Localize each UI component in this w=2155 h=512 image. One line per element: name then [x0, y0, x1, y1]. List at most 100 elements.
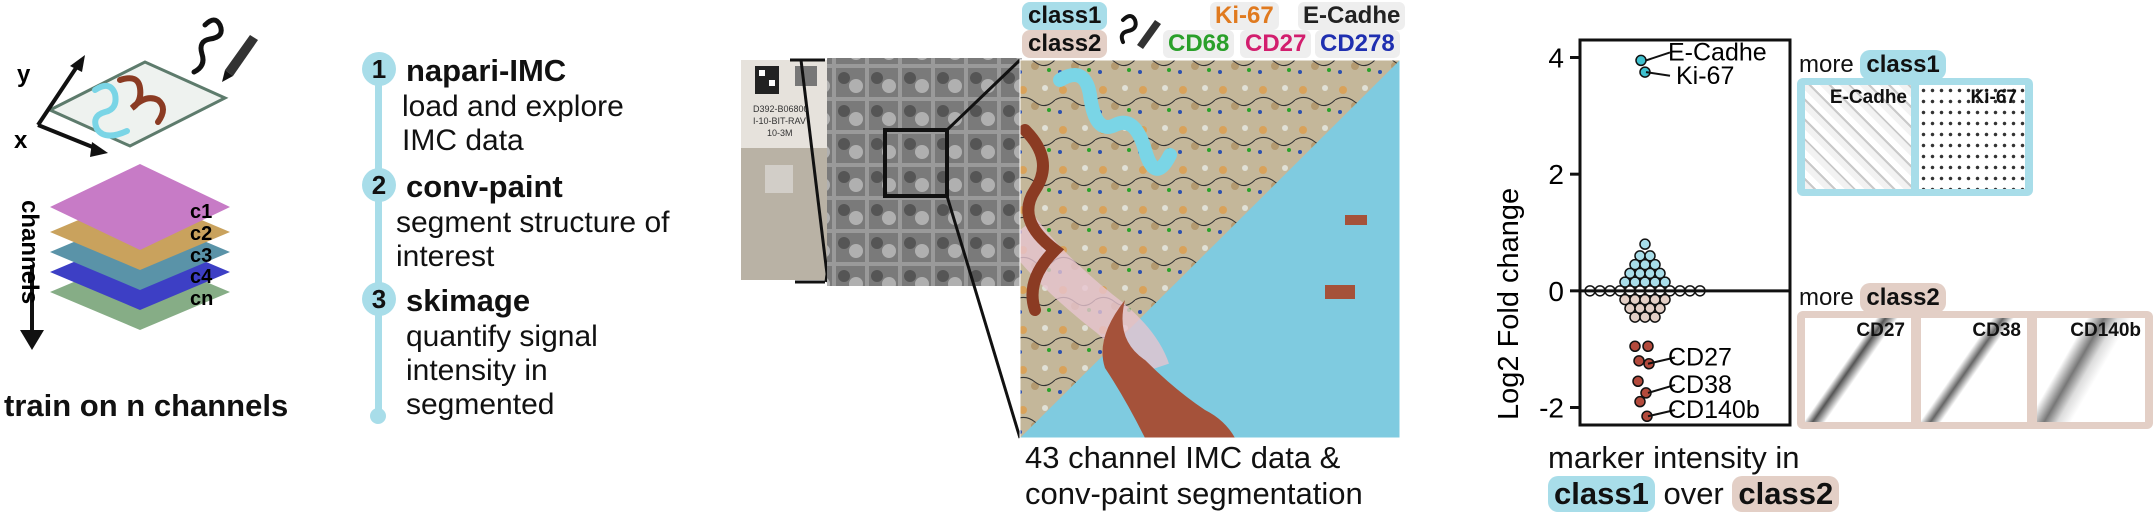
paintbrush-icon-small — [1119, 14, 1161, 49]
annotation-leader — [1647, 356, 1676, 365]
data-point — [1659, 276, 1671, 288]
chart-caption-line2: class1 over class2 — [1548, 476, 1840, 512]
thumb-ecadhe-label: E-Cadhe — [1829, 87, 1907, 108]
class1-header-chip: class1 — [1860, 50, 1946, 80]
data-point — [1639, 276, 1651, 288]
class2-more: more — [1799, 284, 1854, 311]
annotation-leader — [1647, 409, 1676, 418]
y-ticks: 4 2 0 -2 — [1539, 43, 1580, 424]
channel-name-c4: c4 — [190, 266, 213, 288]
marker-ki67: Ki-67 — [1210, 2, 1279, 30]
class1-thumbs-header: more class1 — [1799, 50, 1946, 80]
class1-more: more — [1799, 51, 1854, 78]
channel-name-c2: c2 — [190, 223, 212, 245]
axis-frame — [1578, 38, 1792, 427]
pipeline: 1 napari-IMC load and explore IMC data 2… — [360, 50, 690, 430]
imc-figure: D392-B06800 I-10-BIT-RAV 10-3M — [741, 14, 1401, 439]
thumb-cd38-label: CD38 — [1972, 320, 2021, 341]
marker-cd278: CD278 — [1315, 30, 1400, 58]
annotation-label: CD27 — [1668, 344, 1732, 372]
legend-class2: class2 — [1022, 30, 1108, 58]
slide-image: D392-B06800 I-10-BIT-RAV 10-3M — [741, 60, 841, 280]
paintbrush-icon — [191, 17, 258, 82]
data-points — [1584, 54, 1706, 422]
data-point — [1639, 311, 1651, 323]
data-point-up — [1635, 54, 1647, 67]
marker-ecadhe: E-Cadhe — [1298, 2, 1406, 30]
data-point — [1649, 276, 1661, 288]
imc-caption-line2: conv-paint segmentation — [1025, 476, 1363, 511]
data-point — [1654, 302, 1666, 315]
thumb-ki67-label: Ki-67 — [1970, 87, 2017, 108]
zoom-box — [883, 128, 949, 198]
step-1-title: napari-IMC — [406, 53, 567, 88]
paint-plane — [46, 60, 229, 148]
step-2-title: conv-paint — [406, 169, 563, 204]
chart-caption: marker intensity in class1 over class2 — [1548, 440, 1840, 512]
data-point-down — [1632, 375, 1644, 387]
annotation-label: CD38 — [1668, 371, 1732, 399]
imc-caption: 43 channel IMC data & conv-paint segment… — [1025, 440, 1363, 512]
thumb-ecadhe: E-Cadhe — [1805, 85, 1911, 189]
class2-header-chip: class2 — [1860, 283, 1946, 313]
data-point — [1649, 311, 1661, 323]
y-axis-label: Log2 Fold change — [1493, 188, 1525, 420]
step-2-number: 2 — [362, 168, 396, 202]
class1-thumbs: more class1 E-Cadhe Ki-67 — [1797, 50, 2033, 196]
pipeline-line-end — [370, 408, 386, 424]
channels-arrowhead — [20, 330, 44, 350]
data-point — [1639, 238, 1651, 250]
class2-thumbs: more class2 CD27 CD38 CD140b — [1797, 283, 2153, 429]
marker-cd27: CD27 — [1240, 30, 1312, 58]
step-3-number: 3 — [362, 282, 396, 316]
thumb-cd27: CD27 — [1805, 318, 1911, 422]
caption-over: over — [1663, 476, 1724, 511]
tiled-scan — [827, 58, 1022, 286]
thumb-cd27-label: CD27 — [1856, 320, 1905, 341]
annotation-label: Ki-67 — [1676, 62, 1734, 90]
data-point — [1654, 267, 1666, 280]
step-3-title: skimage — [406, 283, 531, 318]
annotation-label: E-Cadhe — [1668, 38, 1767, 66]
data-point-down — [1629, 340, 1641, 352]
fold-change-chart: Log2 Fold change 420-2 E-CadheKi-67CD27C… — [1493, 38, 1792, 427]
caption-class2-chip: class2 — [1732, 476, 1840, 512]
data-point — [1629, 276, 1641, 288]
xy-axes — [36, 55, 108, 157]
y-tick-label: 4 — [1548, 43, 1564, 74]
thumb-cd140b: CD140b — [2037, 318, 2145, 422]
data-point — [1659, 293, 1671, 306]
channel-name-c1: c1 — [190, 201, 212, 223]
channels-label: channels — [16, 200, 43, 304]
caption-class1-chip: class1 — [1548, 476, 1655, 512]
y-tick-label: 2 — [1548, 159, 1564, 190]
legend-class1: class1 — [1022, 2, 1108, 30]
annotation-label: CD140b — [1668, 396, 1760, 424]
slide-text-1: D392-B06800 — [753, 104, 809, 114]
annotation-leader — [1647, 383, 1676, 394]
annotation-leader — [1645, 51, 1671, 62]
y-tick-label: 0 — [1548, 276, 1564, 307]
slide-text-2: I-10-BIT-RAV — [753, 116, 806, 126]
data-point — [1644, 250, 1656, 262]
data-point — [1619, 276, 1631, 288]
axis-x-label: x — [14, 127, 28, 154]
data-point-down — [1633, 355, 1645, 367]
data-point-down — [1634, 395, 1646, 408]
marker-cd68: CD68 — [1163, 30, 1235, 58]
slide-text-3: 10-3M — [767, 128, 793, 138]
train-diagram: y x c1 c2 c3 c4 cn channels — [14, 17, 258, 350]
channel-layers — [50, 164, 230, 330]
channel-name-cn: cn — [190, 288, 213, 310]
thumb-ki67: Ki-67 — [1919, 85, 2025, 189]
step-1-number: 1 — [362, 52, 396, 86]
step-2-desc: segment structure of interest — [396, 206, 670, 273]
data-point — [1649, 258, 1661, 271]
thumb-cd38: CD38 — [1921, 318, 2027, 422]
channel-name-c3: c3 — [190, 245, 212, 267]
chart-caption-line1: marker intensity in — [1548, 440, 1800, 475]
y-tick-label: -2 — [1539, 393, 1564, 424]
imc-image — [1020, 60, 1400, 438]
layer-c1 — [50, 164, 230, 250]
